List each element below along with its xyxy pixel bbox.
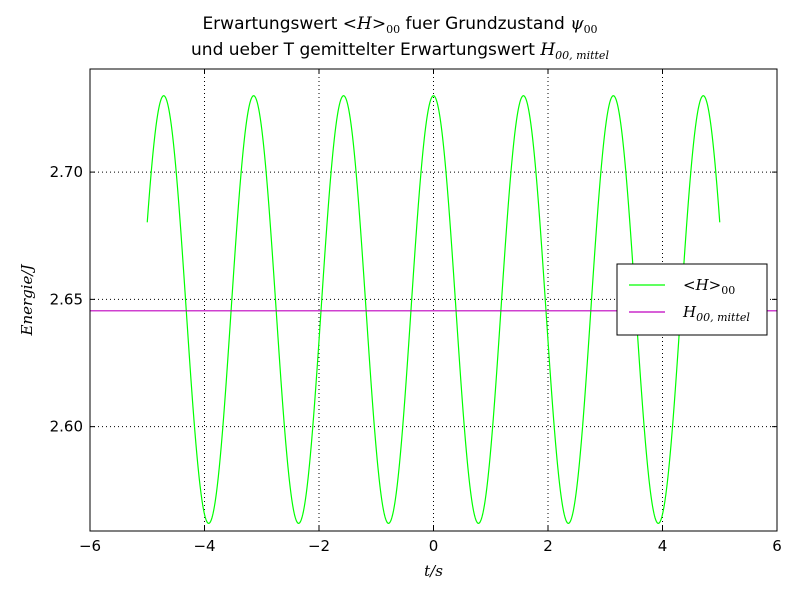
x-tick-label: −4: [193, 537, 215, 555]
x-tick-label: 2: [543, 537, 553, 555]
legend-label-hmittel-sub: 00, mittel: [696, 311, 750, 324]
x-axis-label: t/s: [424, 562, 443, 580]
y-tick-label: 2.65: [50, 290, 83, 308]
series-line-h00: [146, 95, 721, 524]
title-text-3: und ueber T gemittelter Erwartungswert: [191, 40, 541, 60]
title-math-h: <H>: [342, 14, 387, 34]
legend-label-h00: <H>00: [683, 276, 735, 297]
title-text: Erwartungswert: [202, 14, 343, 34]
chart-title-line-2: und ueber T gemittelter Erwartungswert H…: [0, 40, 800, 62]
x-tick-label: 4: [658, 537, 668, 555]
legend-label-h00-sub: 00: [721, 284, 735, 297]
y-tick-label: 2.70: [50, 163, 83, 181]
title-math-psi-sub: 00: [583, 23, 598, 36]
axis-ticks: −6 −4 −2 0 2 4 6 2.60 2.65 2.70: [50, 69, 782, 555]
title-math-psi: ψ: [570, 14, 584, 34]
x-tick-label: 0: [429, 537, 439, 555]
title-math-h-sub: 00: [386, 23, 401, 36]
legend: <H>00 H00, mittel: [616, 263, 768, 336]
title-text-2: fuer Grundzustand: [400, 14, 571, 34]
x-tick-label: 6: [772, 537, 782, 555]
title-math-hmittel: H: [540, 40, 556, 60]
chart-title-line-1: Erwartungswert <H>00 fuer Grundzustand ψ…: [0, 14, 800, 36]
x-tick-label: −6: [79, 537, 101, 555]
y-axis-label: Energie/J: [18, 264, 36, 337]
legend-label-h00-main: <H>: [683, 276, 721, 294]
legend-box: [616, 263, 768, 336]
x-tick-label: −2: [308, 537, 330, 555]
title-math-hmittel-sub: 00, mittel: [555, 49, 609, 62]
y-tick-label: 2.60: [50, 418, 83, 436]
legend-label-h00-mittel: H00, mittel: [682, 303, 750, 324]
legend-label-hmittel-main: H: [682, 303, 697, 321]
